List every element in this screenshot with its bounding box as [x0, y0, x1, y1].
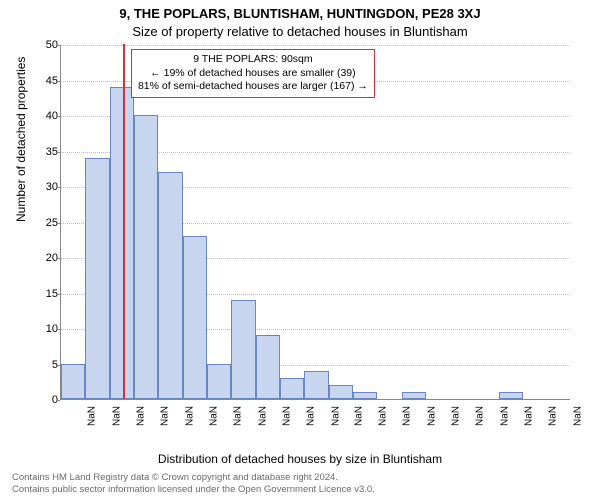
histogram-bar — [499, 392, 523, 399]
histogram-bar — [231, 300, 255, 399]
annotation-line-2: ← 19% of detached houses are smaller (39… — [138, 67, 368, 81]
histogram-bar — [61, 364, 85, 400]
x-tick-label: NaN — [353, 406, 364, 426]
annotation-box: 9 THE POPLARS: 90sqm← 19% of detached ho… — [131, 49, 375, 98]
histogram-bar — [183, 236, 207, 399]
x-tick-label: NaN — [499, 406, 510, 426]
x-tick-label: NaN — [524, 406, 535, 426]
x-tick-label: NaN — [233, 406, 244, 426]
x-tick-label: NaN — [426, 406, 437, 426]
histogram-bar — [110, 87, 134, 399]
histogram-bar — [280, 378, 304, 399]
x-tick-label: NaN — [475, 406, 486, 426]
x-axis-label: Distribution of detached houses by size … — [0, 452, 600, 466]
footer-line-1: Contains HM Land Registry data © Crown c… — [12, 472, 375, 484]
x-tick-label: NaN — [208, 406, 219, 426]
x-tick-label: NaN — [330, 406, 341, 426]
x-tick-label: NaN — [87, 406, 98, 426]
histogram-bar — [304, 371, 328, 399]
y-axis-label: Number of detached properties — [14, 57, 28, 222]
chart-container: 9, THE POPLARS, BLUNTISHAM, HUNTINGDON, … — [0, 0, 600, 500]
x-tick-label: NaN — [184, 406, 195, 426]
x-tick-label: NaN — [135, 406, 146, 426]
histogram-bar — [329, 385, 353, 399]
x-tick-label: NaN — [548, 406, 559, 426]
histogram-bar — [402, 392, 426, 399]
gridline — [61, 45, 570, 46]
x-tick-label: NaN — [572, 406, 583, 426]
x-tick-label: NaN — [111, 406, 122, 426]
x-tick-label: NaN — [281, 406, 292, 426]
chart-title-address: 9, THE POPLARS, BLUNTISHAM, HUNTINGDON, … — [0, 6, 600, 21]
histogram-bar — [353, 392, 377, 399]
histogram-bar — [256, 335, 280, 399]
x-tick-label: NaN — [257, 406, 268, 426]
chart-subtitle: Size of property relative to detached ho… — [0, 24, 600, 39]
x-tick-label: NaN — [451, 406, 462, 426]
x-tick-label: NaN — [160, 406, 171, 426]
footer-attribution: Contains HM Land Registry data © Crown c… — [12, 472, 375, 496]
histogram-bar — [158, 172, 182, 399]
x-tick-label: NaN — [306, 406, 317, 426]
histogram-bar — [134, 115, 158, 399]
annotation-line-1: 9 THE POPLARS: 90sqm — [138, 53, 368, 67]
x-tick-label: NaN — [402, 406, 413, 426]
annotation-line-3: 81% of semi-detached houses are larger (… — [138, 80, 368, 94]
plot-area: 9 THE POPLARS: 90sqm← 19% of detached ho… — [60, 45, 570, 400]
footer-line-2: Contains public sector information licen… — [12, 484, 375, 496]
histogram-bar — [85, 158, 109, 399]
property-marker-line — [123, 44, 125, 399]
x-tick-label: NaN — [378, 406, 389, 426]
histogram-bar — [207, 364, 231, 400]
